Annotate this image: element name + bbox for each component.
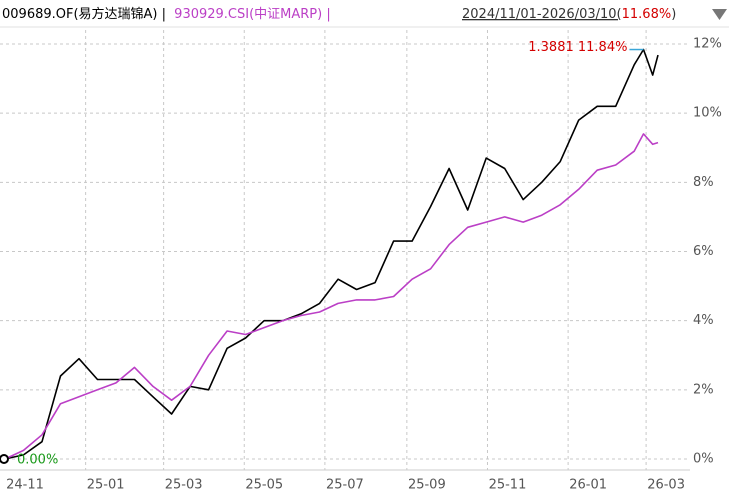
y-tick-label: 4% (693, 313, 714, 328)
dropdown-arrow[interactable] (712, 9, 727, 20)
fund-label: 009689.OF(易方达瑞锦A) | (2, 6, 166, 22)
x-tick-label: 26-03 (647, 478, 685, 493)
start-annotation: 0.00% (17, 453, 58, 468)
y-tick-label: 10% (693, 106, 722, 121)
x-tick-label: 25-11 (489, 478, 527, 493)
range-label: 2024/11/01-2026/03/10( (462, 7, 622, 22)
start-marker (0, 454, 9, 464)
max-annotation: 1.3881 11.84% (528, 40, 627, 55)
x-tick-label: 25-03 (165, 478, 203, 493)
index-label: 930929.CSI(中证MARP) | (174, 7, 331, 22)
y-tick-label: 0% (693, 452, 714, 467)
y-tick-label: 2% (693, 382, 714, 397)
series-line (4, 133, 659, 460)
x-tick-label: 25-01 (87, 478, 125, 493)
return-label: 11.68% (622, 7, 672, 22)
x-tick-label: 24-11 (6, 478, 44, 493)
y-tick-label: 8% (693, 175, 714, 190)
x-tick-label: 25-09 (408, 478, 446, 493)
range-header: 2024/11/01-2026/03/10(11.68%) (462, 7, 676, 22)
y-tick-label: 12% (693, 37, 722, 52)
header: 009689.OF(易方达瑞锦A) | 930929.CSI(中证MARP) | (2, 6, 331, 22)
y-tick-label: 6% (693, 244, 714, 259)
range-close: ) (671, 7, 676, 22)
x-tick-label: 26-01 (569, 478, 607, 493)
x-tick-label: 25-07 (326, 478, 364, 493)
x-tick-label: 25-05 (245, 478, 283, 493)
